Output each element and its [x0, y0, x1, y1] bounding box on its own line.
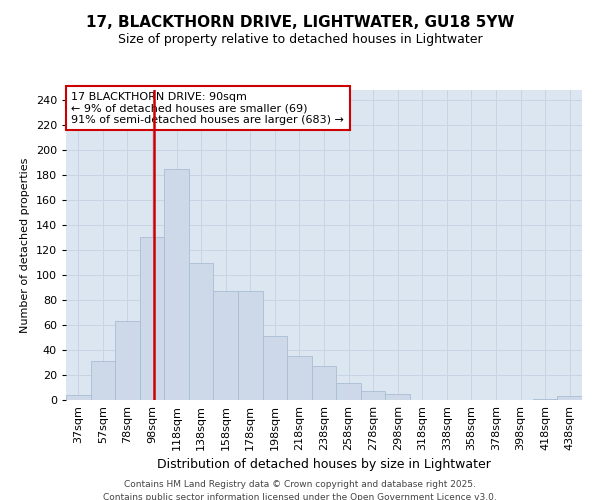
Bar [189, 262, 214, 400]
Bar [312, 366, 336, 400]
Text: 17 BLACKTHORN DRIVE: 90sqm
← 9% of detached houses are smaller (69)
91% of semi-: 17 BLACKTHORN DRIVE: 90sqm ← 9% of detac… [71, 92, 344, 124]
Bar [361, 391, 385, 400]
Bar [115, 322, 140, 400]
Text: Size of property relative to detached houses in Lightwater: Size of property relative to detached ho… [118, 32, 482, 46]
Bar [385, 394, 410, 400]
Bar [214, 291, 238, 400]
Bar [557, 396, 582, 400]
Bar [91, 361, 115, 400]
Bar [533, 399, 557, 400]
Bar [336, 382, 361, 400]
Bar [238, 291, 263, 400]
Bar [140, 238, 164, 400]
Text: Contains HM Land Registry data © Crown copyright and database right 2025.
Contai: Contains HM Land Registry data © Crown c… [103, 480, 497, 500]
Bar [287, 356, 312, 400]
Text: 17, BLACKTHORN DRIVE, LIGHTWATER, GU18 5YW: 17, BLACKTHORN DRIVE, LIGHTWATER, GU18 5… [86, 15, 514, 30]
X-axis label: Distribution of detached houses by size in Lightwater: Distribution of detached houses by size … [157, 458, 491, 471]
Bar [263, 336, 287, 400]
Y-axis label: Number of detached properties: Number of detached properties [20, 158, 30, 332]
Bar [66, 395, 91, 400]
Bar [164, 169, 189, 400]
